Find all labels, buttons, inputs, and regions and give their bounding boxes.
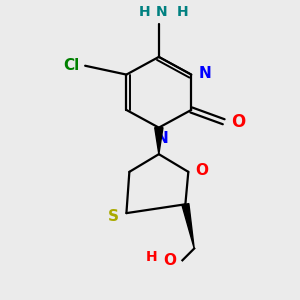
Text: O: O [196,163,209,178]
Text: N: N [156,4,168,19]
Text: H: H [146,250,158,264]
Text: N: N [155,130,168,146]
Polygon shape [182,204,194,248]
Text: S: S [108,208,119,224]
Text: N: N [199,66,212,81]
Text: H: H [176,4,188,19]
Text: O: O [164,253,176,268]
Polygon shape [155,128,163,154]
Text: O: O [231,113,245,131]
Text: Cl: Cl [63,58,79,73]
Text: H: H [138,4,150,19]
